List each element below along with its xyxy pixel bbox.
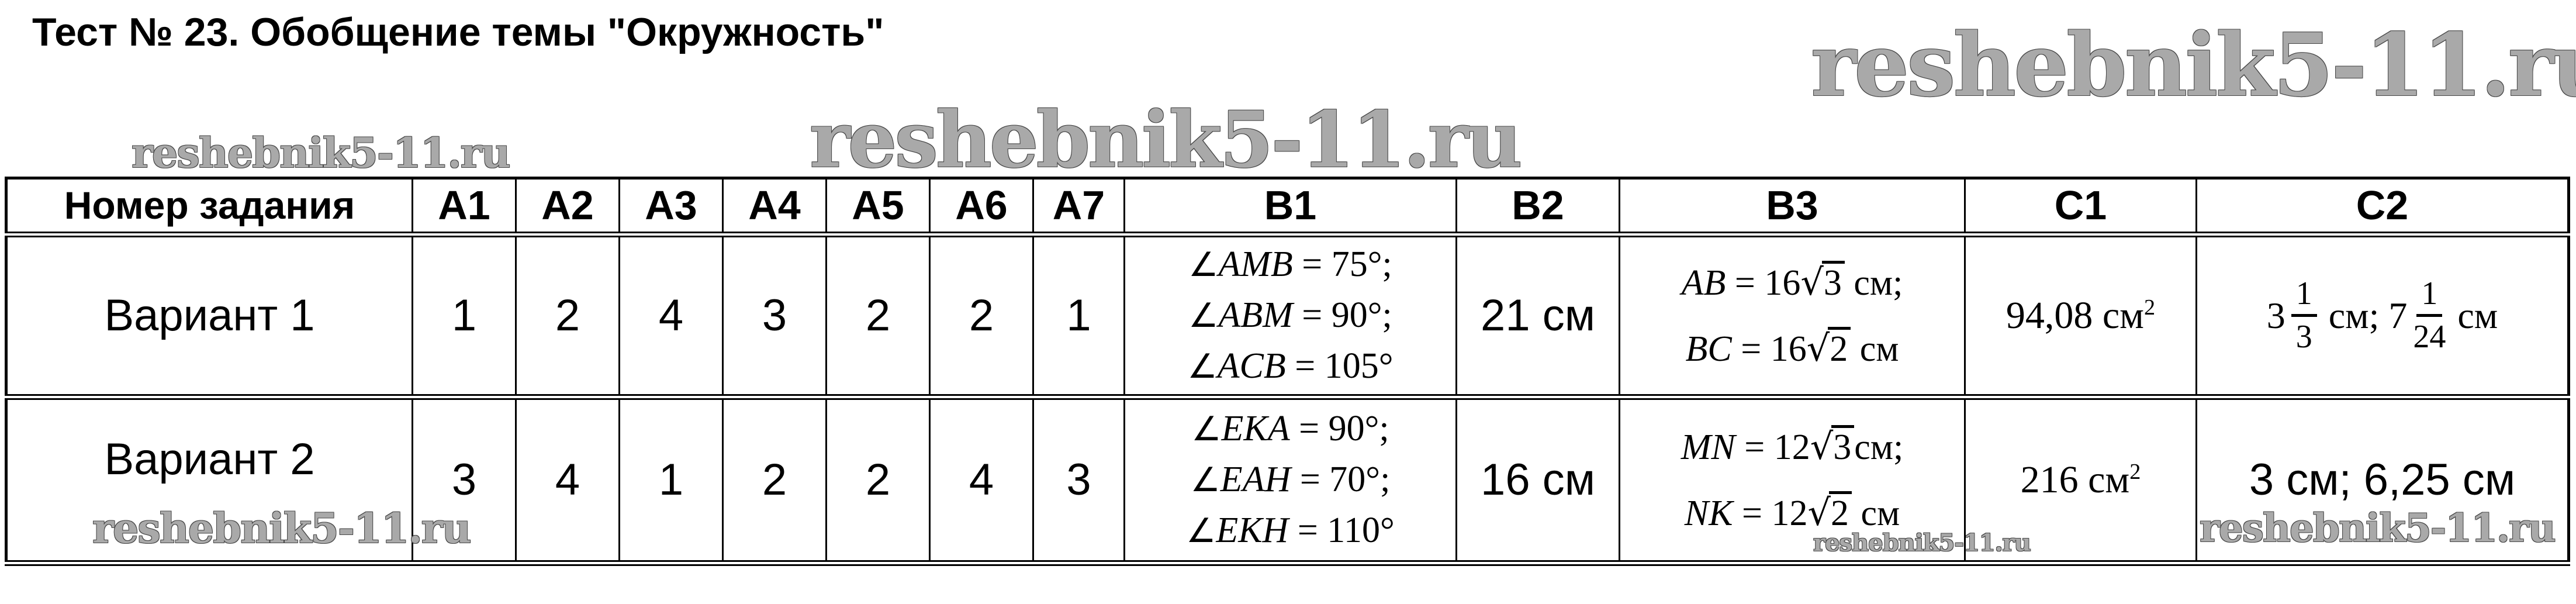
angle-icon: ∠	[1187, 347, 1218, 386]
length-equation: NK = 12√2 см	[1684, 491, 1900, 534]
angle-icon: ∠	[1190, 461, 1220, 499]
watermark-center: reshebnik5-11.ru	[810, 95, 1522, 185]
angle-icon: ∠	[1188, 296, 1219, 335]
answer-v1-b3: AB = 16√3 см; BC = 16√2 см	[1619, 233, 1966, 400]
header-c1: С1	[1964, 177, 2197, 237]
sqrt-icon: √	[1800, 260, 1824, 303]
answer-v1-a1: 1	[412, 233, 517, 400]
header-b1: В1	[1123, 177, 1457, 237]
answer-v2-b2: 16 см	[1455, 396, 1620, 566]
squared-exponent: 2	[2129, 459, 2141, 484]
row-label-variant-2: Вариант 2 reshebnik5-11.ru	[5, 396, 472, 566]
answers-table: Номер задания А1 А2 А3 А4 А5 А6 А7 В1 В2…	[5, 177, 2570, 566]
answer-v2-c2: 3 см; 6,25 см reshebnik5-11.ru	[2195, 396, 2570, 566]
header-b3: В3	[1619, 177, 1966, 237]
sqrt-icon: √	[1806, 326, 1830, 370]
watermark-b3-cell: reshebnik5-11.ru	[1813, 529, 2031, 557]
header-a7: А7	[1032, 177, 1125, 237]
header-b2: В2	[1455, 177, 1620, 237]
angle-equation: ∠EKA = 90°;	[1191, 409, 1389, 448]
angle-equation: ∠AMB = 75°;	[1188, 244, 1392, 284]
header-a5: А5	[825, 177, 931, 237]
mixed-number: 7 1 24 см	[2388, 275, 2498, 355]
sqrt-icon: √	[1807, 491, 1831, 534]
answer-v1-a4: 3	[722, 233, 827, 400]
length-equation: AB = 16√3 см;	[1681, 260, 1903, 303]
watermark-top-right: reshebnik5-11.ru	[1811, 14, 2576, 116]
answer-v2-a4: 2	[722, 396, 827, 566]
variant-2-label: Вариант 2	[104, 434, 315, 484]
length-equation: MN = 12√3см;	[1681, 424, 1904, 468]
header-a3: А3	[618, 177, 724, 237]
answer-v1-a6: 2	[929, 233, 1034, 400]
row-label-variant-1: Вариант 1	[5, 233, 413, 400]
answer-v2-b3: MN = 12√3см; NK = 12√2 см reshebnik5-11.…	[1619, 396, 2031, 566]
angle-icon: ∠	[1186, 512, 1216, 550]
answer-v2-a5: 2	[825, 396, 931, 566]
answer-v1-a7: 1	[1032, 233, 1125, 400]
table-row-variant-2: Вариант 2 reshebnik5-11.ru 3 4 1 2 2 4 3…	[5, 396, 2570, 566]
header-a4: А4	[722, 177, 827, 237]
angle-icon: ∠	[1191, 410, 1222, 448]
angle-equation: ∠EKH = 110°	[1186, 510, 1395, 550]
answer-v2-a1: 3	[412, 396, 517, 566]
length-equation: BC = 16√2 см	[1685, 326, 1899, 370]
answer-v1-a3: 4	[618, 233, 724, 400]
table-row-variant-1: Вариант 1 1 2 4 3 2 2 1 ∠AMB = 75°; ∠ABM…	[5, 233, 2570, 400]
angle-equation: ∠ABM = 90°;	[1188, 295, 1392, 335]
sqrt-icon: √	[1810, 424, 1834, 468]
watermark-c2-cell: reshebnik5-11.ru	[2200, 505, 2556, 551]
answer-v1-b1: ∠AMB = 75°; ∠ABM = 90°; ∠ACB = 105°	[1123, 233, 1457, 400]
answer-v1-c1: 94,08 см2	[1964, 233, 2197, 400]
answer-v1-a2: 2	[515, 233, 620, 400]
watermark-top-left: reshebnik5-11.ru	[132, 129, 511, 177]
header-task-number: Номер задания	[5, 177, 413, 237]
header-a2: А2	[515, 177, 620, 237]
answer-v2-a2: 4	[515, 396, 620, 566]
answer-v2-a3: 1	[618, 396, 724, 566]
squared-exponent: 2	[2143, 295, 2156, 320]
answer-value: 3 см; 6,25 см	[2249, 455, 2516, 505]
angle-equation: ∠ACB = 105°	[1187, 346, 1394, 386]
answer-v2-a7: 3	[1032, 396, 1125, 566]
header-a6: А6	[929, 177, 1034, 237]
answer-v1-c2: 3 1 3 см; 7 1 24 см	[2195, 233, 2570, 400]
header-c2: С2	[2195, 177, 2570, 237]
angle-icon: ∠	[1188, 246, 1219, 284]
answer-v2-c1: 216 см2	[1964, 396, 2197, 566]
watermark-variant-2: reshebnik5-11.ru	[92, 503, 472, 553]
answer-v1-b2: 21 см	[1455, 233, 1620, 400]
page-title: Тест № 23. Обобщение темы "Окружность"	[32, 10, 884, 54]
mixed-number: 3 1 3 см;	[2266, 275, 2380, 355]
fraction: 1 24	[2413, 275, 2446, 355]
answer-v2-a6: 4	[929, 396, 1034, 566]
table-header-row: Номер задания А1 А2 А3 А4 А5 А6 А7 В1 В2…	[5, 177, 2570, 237]
variant-1-label: Вариант 1	[104, 291, 315, 340]
answer-v2-b1: ∠EKA = 90°; ∠EAH = 70°; ∠EKH = 110°	[1123, 396, 1457, 566]
header-a1: А1	[412, 177, 517, 237]
angle-equation: ∠EAH = 70°;	[1190, 460, 1391, 499]
answer-v1-a5: 2	[825, 233, 931, 400]
